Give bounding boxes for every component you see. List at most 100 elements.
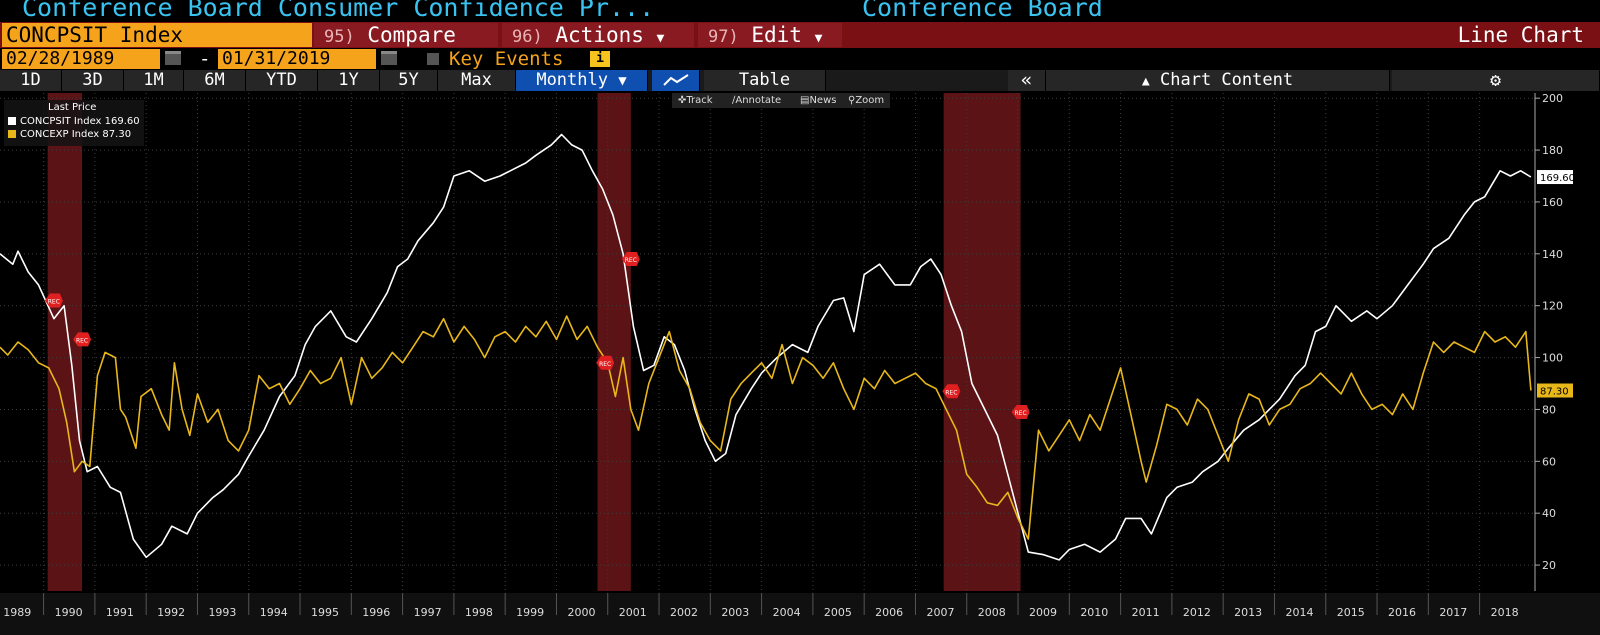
x-tick-label: 1997 (414, 606, 442, 619)
series-line-0 (0, 133, 1532, 561)
legend-series-name: CONCPSIT Index (20, 116, 102, 127)
table-button[interactable]: Table (704, 70, 826, 91)
frequency-label: Monthly (536, 70, 608, 90)
recession-marker-label: REC (48, 299, 60, 306)
x-tick-label: 2010 (1080, 606, 1108, 619)
chevron-down-icon: ▼ (656, 31, 665, 46)
actions-number: 96) (512, 27, 543, 47)
x-tick-label: 2006 (875, 606, 903, 619)
recession-marker-label: REC (625, 257, 637, 264)
x-tick-label: 2000 (567, 606, 595, 619)
period-6m-button[interactable]: 6M (184, 70, 246, 91)
recession-band (597, 93, 631, 591)
x-tick-label: 2009 (1029, 606, 1057, 619)
key-events-checkbox[interactable] (427, 53, 439, 65)
track-label: Track (686, 95, 713, 106)
line-chart[interactable]: REC REC REC REC REC REC 20 40 60 80 100 120 140 160 1… (0, 91, 1600, 635)
x-tick-label: 2002 (670, 606, 698, 619)
x-tick-label: 2017 (1439, 606, 1467, 619)
recession-marker (596, 355, 615, 370)
legend: Last Price CONCPSIT Index 169.60 CONCEXP… (4, 100, 144, 146)
period-1m-button[interactable]: 1M (124, 70, 184, 91)
annotate-tool[interactable]: ∕ Annotate (732, 95, 782, 106)
track-tool[interactable]: ✜ Track (678, 95, 713, 106)
recession-marker (1011, 405, 1030, 420)
edit-button[interactable]: 97) Edit ▼ (698, 23, 842, 47)
chevron-down-icon: ▼ (618, 73, 627, 89)
legend-title: Last Price (48, 102, 97, 113)
y-tick-label: 20 (1542, 559, 1556, 572)
legend-swatch (8, 130, 16, 138)
x-tick-label: 2014 (1285, 606, 1313, 619)
news-tool[interactable]: ▤ News (800, 95, 837, 106)
chart-type-label[interactable]: Line Chart (1457, 23, 1584, 47)
y-tick-label: 160 (1542, 196, 1563, 209)
menu-bar: CONCPSIT Index 95) Compare 96) Actions ▼… (0, 22, 1600, 48)
frequency-dropdown[interactable]: Monthly ▼ (516, 70, 648, 91)
x-tick-label: 2018 (1491, 606, 1519, 619)
calendar-icon[interactable] (381, 51, 397, 65)
x-tick-label: 1993 (208, 606, 236, 619)
security-title: Conference Board Consumer Confidence Pr.… (22, 0, 655, 22)
chart-content-label: Chart Content (1160, 70, 1294, 90)
x-tick-label: 1995 (311, 606, 339, 619)
legend-row: CONCEXP Index 87.30 (8, 128, 131, 141)
recession-marker (73, 332, 92, 347)
source-title: Conference Board (862, 0, 1103, 22)
zoom-label: Zoom (855, 95, 885, 106)
period-5y-button[interactable]: 5Y (380, 70, 438, 91)
gridlines (0, 93, 1535, 591)
period-1y-button[interactable]: 1Y (318, 70, 380, 91)
news-label: News (809, 95, 837, 106)
x-tick-label: 1996 (362, 606, 390, 619)
key-events-label: Key Events (449, 48, 564, 70)
x-tick-label: 2004 (773, 606, 801, 619)
x-tick-label: 2012 (1183, 606, 1211, 619)
line-chart-toggle[interactable] (652, 70, 700, 91)
compare-button[interactable]: 95) Compare (314, 23, 498, 47)
collapse-left-icon[interactable]: « (1008, 70, 1046, 91)
x-tick-label: 1990 (55, 606, 83, 619)
recession-marker (621, 252, 640, 266)
legend-swatch (8, 117, 16, 125)
last-value-tag (1537, 383, 1573, 398)
actions-label: Actions (555, 23, 644, 47)
x-tick-label: 2016 (1388, 606, 1416, 619)
actions-button[interactable]: 96) Actions ▼ (502, 23, 694, 47)
x-tick-label: 2005 (824, 606, 852, 619)
annotate-label: Annotate (735, 95, 782, 106)
gear-icon[interactable]: ⚙ (1392, 70, 1600, 91)
x-tick-label: 2007 (926, 606, 954, 619)
x-tick-label: 2001 (619, 606, 647, 619)
date-separator: - (199, 48, 211, 70)
period-max-button[interactable]: Max (438, 70, 516, 91)
zoom-tool[interactable]: ⚲ Zoom (848, 95, 885, 106)
chart-content-button[interactable]: ▲ Chart Content (1046, 70, 1390, 91)
y-tick-label: 120 (1542, 300, 1563, 313)
recession-marker-label: REC (945, 389, 957, 396)
ticker-field[interactable]: CONCPSIT Index (2, 23, 312, 47)
title-bar: Conference Board Consumer Confidence Pr.… (0, 0, 1600, 22)
period-ytd-button[interactable]: YTD (246, 70, 318, 91)
axes: 20 40 60 80 100 120 140 160 180 200 1989 1990 1991 19… (0, 92, 1600, 635)
end-date-field[interactable]: 01/31/2019 (218, 49, 376, 69)
last-value-tag (1537, 170, 1573, 185)
period-3d-button[interactable]: 3D (62, 70, 124, 91)
info-icon[interactable]: i (590, 51, 610, 67)
chart-tools: ✜ Track ∕ Annotate ▤ News ⚲ Zoom (672, 93, 890, 108)
last-value-label: 87.30 (1540, 387, 1569, 398)
y-tick-label: 140 (1542, 248, 1563, 261)
last-value-label: 169.60 (1540, 173, 1575, 184)
x-tick-label: 2008 (978, 606, 1006, 619)
calendar-icon[interactable] (165, 51, 181, 65)
recession-marker-label: REC (1015, 410, 1027, 417)
legend-series-value: 169.60 (104, 116, 140, 127)
x-tick-label: 2013 (1234, 606, 1262, 619)
edit-number: 97) (708, 27, 739, 47)
edit-label: Edit (751, 23, 802, 47)
chart-content-icon: ▲ (1141, 74, 1150, 89)
recession-marker (44, 293, 63, 308)
start-date-field[interactable]: 02/28/1989 (2, 49, 160, 69)
period-1d-button[interactable]: 1D (0, 70, 62, 91)
y-tick-label: 180 (1542, 144, 1563, 157)
